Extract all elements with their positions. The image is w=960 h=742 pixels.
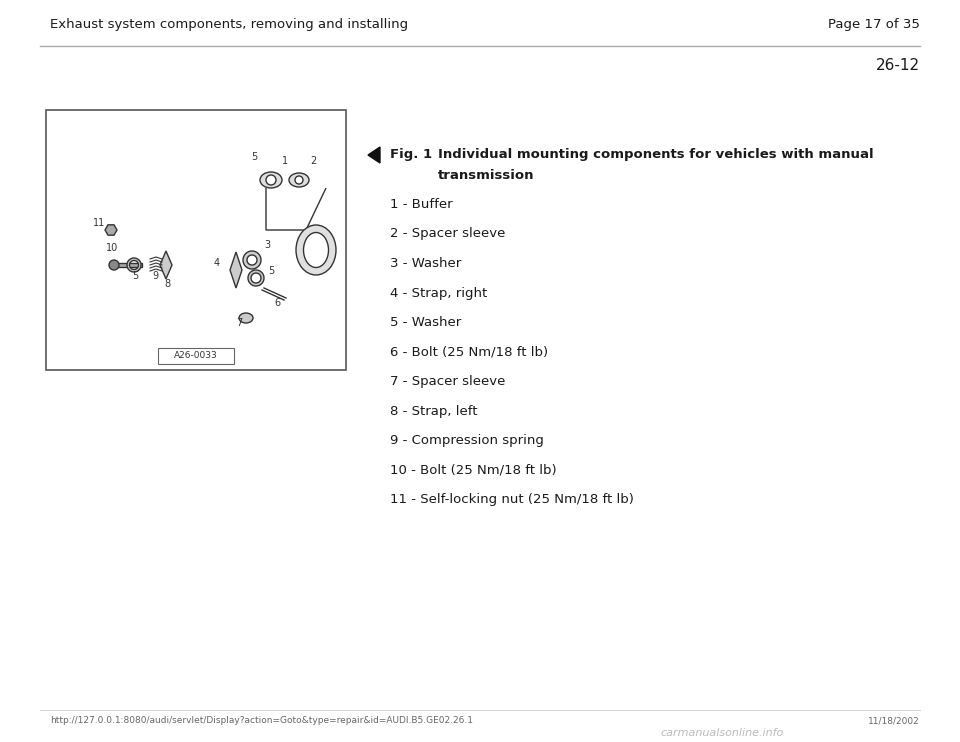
Polygon shape [230,252,242,288]
Text: 2: 2 [310,156,316,166]
Text: carmanualsonline.info: carmanualsonline.info [660,728,783,738]
Text: 11/18/2002: 11/18/2002 [868,716,920,725]
Text: 2 - Spacer sleeve: 2 - Spacer sleeve [390,228,505,240]
Text: 8: 8 [164,279,170,289]
Bar [114,263,142,267]
Ellipse shape [296,225,336,275]
Text: Individual mounting components for vehicles with manual: Individual mounting components for vehic… [438,148,874,161]
Text: 8 - Strap, left: 8 - Strap, left [390,404,477,418]
Polygon shape [368,147,380,163]
Text: 4 - Strap, right: 4 - Strap, right [390,286,488,300]
Text: Page 17 of 35: Page 17 of 35 [828,18,920,31]
Text: transmission: transmission [438,169,535,182]
Text: 3 - Washer: 3 - Washer [390,257,461,270]
Ellipse shape [266,175,276,185]
Ellipse shape [260,172,282,188]
Text: A26-0033: A26-0033 [174,352,218,361]
Ellipse shape [303,232,328,268]
Ellipse shape [295,176,303,184]
Text: 6 - Bolt (25 Nm/18 ft lb): 6 - Bolt (25 Nm/18 ft lb) [390,346,548,358]
Bar [46,110,346,370]
Text: 5 - Washer: 5 - Washer [390,316,461,329]
Text: 3: 3 [264,240,270,250]
Text: 6: 6 [274,298,280,308]
Text: 26-12: 26-12 [876,58,920,73]
Text: 11 - Self-locking nut (25 Nm/18 ft lb): 11 - Self-locking nut (25 Nm/18 ft lb) [390,493,634,506]
Text: 7 - Spacer sleeve: 7 - Spacer sleeve [390,375,505,388]
Text: http://127.0.0.1:8080/audi/servlet/Display?action=Goto&type=repair&id=AUDI.B5.GE: http://127.0.0.1:8080/audi/servlet/Displ… [50,716,473,725]
Text: 9 - Compression spring: 9 - Compression spring [390,434,544,447]
Text: 5: 5 [268,266,275,276]
Text: 5: 5 [132,271,138,281]
Text: Exhaust system components, removing and installing: Exhaust system components, removing and … [50,18,408,31]
Text: 11: 11 [93,218,106,228]
Text: 10: 10 [106,243,118,253]
Text: 5: 5 [251,152,257,162]
Polygon shape [105,225,117,235]
Text: 9: 9 [152,271,158,281]
Text: 4: 4 [214,258,220,268]
Text: 7: 7 [236,318,242,328]
Polygon shape [160,251,172,279]
Bar [158,348,234,364]
Text: 1: 1 [282,156,288,166]
Text: 10 - Bolt (25 Nm/18 ft lb): 10 - Bolt (25 Nm/18 ft lb) [390,464,557,476]
Ellipse shape [289,173,309,187]
Ellipse shape [239,313,253,323]
Text: 1 - Buffer: 1 - Buffer [390,198,452,211]
Text: Fig. 1: Fig. 1 [390,148,432,161]
Circle shape [109,260,119,270]
